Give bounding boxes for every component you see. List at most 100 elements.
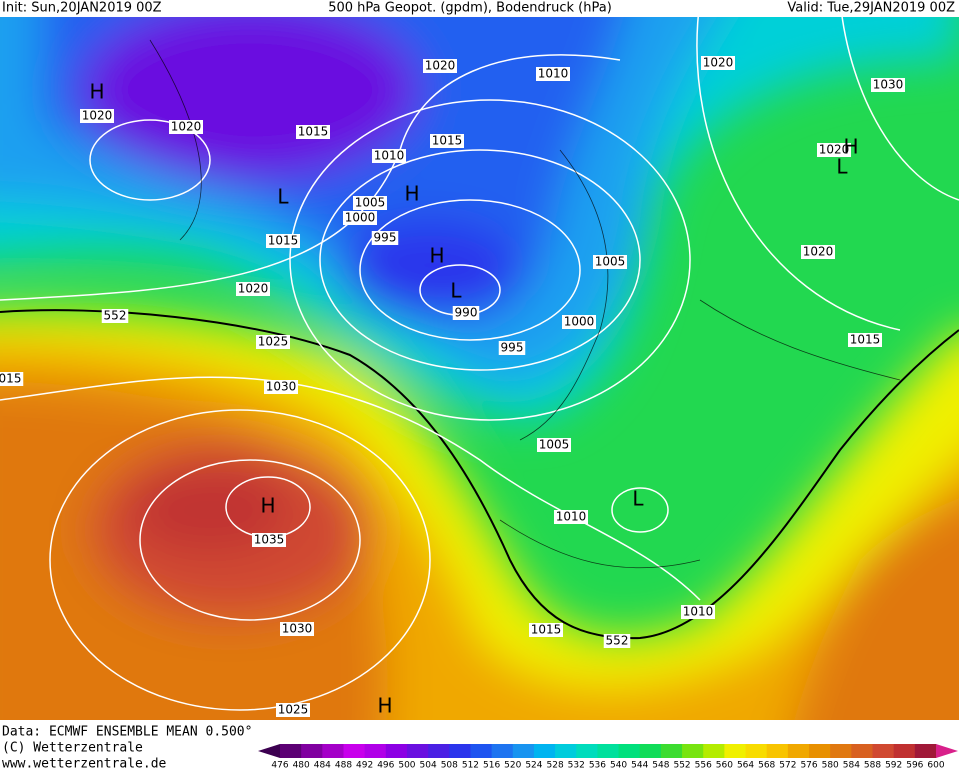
legend-label: 596 [906, 761, 923, 770]
isobar-label: 1015 [432, 134, 463, 148]
legend-swatch [322, 744, 344, 758]
legend-label: 540 [610, 761, 627, 770]
isobar-label: 1020 [82, 109, 113, 123]
legend-swatch [449, 744, 471, 758]
isobar-label-bg [101, 309, 129, 323]
isobar-label: 1010 [538, 67, 569, 81]
legend-label: 492 [356, 761, 373, 770]
legend-label: 572 [779, 761, 796, 770]
legend-label: 496 [377, 761, 394, 770]
legend-swatch [639, 744, 662, 758]
isobar-label-bg [423, 59, 457, 73]
legend-swatch [809, 744, 831, 758]
legend-label: 592 [885, 761, 902, 770]
isobar-label-bg [536, 67, 570, 81]
legend-label: 532 [568, 761, 585, 770]
isobar-label-bg [256, 335, 290, 349]
isobar-label: 995 [374, 231, 397, 245]
legend-swatch [533, 744, 556, 758]
legend-swatch [830, 744, 852, 758]
isobar-label-bg [252, 533, 286, 547]
pressure-center: L [450, 279, 462, 303]
isobar-label-bg [0, 372, 24, 386]
legend-swatch [428, 744, 450, 758]
header-bar [0, 0, 959, 17]
legend-label: 544 [631, 761, 648, 770]
legend-label: 588 [864, 761, 881, 770]
isobar-label-bg [871, 78, 905, 92]
pressure-center: L [277, 185, 289, 209]
legend-label: 508 [441, 761, 458, 770]
legend-swatch [301, 744, 323, 758]
isobar-label-bg [280, 622, 314, 636]
isobar-label: 1020 [703, 56, 734, 70]
isobar-label: 1020 [425, 59, 456, 73]
legend-arrow [258, 744, 280, 758]
isobar-label: 015 [0, 372, 21, 386]
legend-label: 568 [758, 761, 775, 770]
valid-time: Valid: Tue,29JAN2019 00Z [787, 1, 955, 16]
legend-arrow [936, 744, 958, 758]
isobar-label-bg [554, 510, 588, 524]
legend-label: 524 [525, 761, 542, 770]
legend-swatch [766, 744, 789, 758]
legend-label: 580 [822, 761, 839, 770]
legend-swatch [470, 744, 493, 758]
pressure-center: H [843, 135, 858, 159]
isobar-label-bg [603, 634, 631, 648]
legend-swatch [364, 744, 387, 758]
legend-label: 500 [398, 761, 415, 770]
init-time: Init: Sun,20JAN2019 00Z [2, 1, 162, 16]
isobar-label: 1030 [266, 380, 297, 394]
legend-label: 536 [589, 761, 606, 770]
legend-swatch [512, 744, 535, 758]
isobar-label-bg [430, 134, 464, 148]
legend-swatch [703, 744, 725, 758]
legend-label: 564 [737, 761, 754, 770]
legend-swatch [597, 744, 620, 758]
isobar-label-bg [371, 231, 399, 245]
data-source: Data: ECMWF ENSEMBLE MEAN 0.500° [2, 725, 252, 740]
pressure-center: H [429, 244, 444, 268]
legend-label: 584 [843, 761, 860, 770]
isobar-label: 1015 [531, 623, 562, 637]
pressure-center: H [404, 182, 419, 206]
isobar-label-bg [498, 341, 526, 355]
isobar-label-bg [296, 125, 330, 139]
legend-label: 516 [483, 761, 500, 770]
legend-label: 484 [314, 761, 331, 770]
legend-label: 576 [800, 761, 817, 770]
isobar-label-bg [353, 196, 387, 210]
isobar-label: 1020 [803, 245, 834, 259]
isobar-label: 552 [606, 634, 629, 648]
isobar-label: 1000 [564, 315, 595, 329]
legend-label: 560 [716, 761, 733, 770]
isobar-label: 1010 [683, 605, 714, 619]
legend-swatch [491, 744, 514, 758]
isobar-label-bg [562, 315, 596, 329]
isobar-label: 1010 [374, 149, 405, 163]
pressure-center: L [632, 487, 644, 511]
coastlines [149, 39, 901, 569]
isobar-label-bg [264, 380, 298, 394]
isobars [0, 0, 959, 711]
legend-label: 552 [673, 761, 690, 770]
isobar-label-bg [452, 306, 480, 320]
color-legend: 476 480 484 488 492 496 500 504 508 512 516 520 524 5… [258, 744, 958, 770]
legend-label: 512 [462, 761, 479, 770]
legend-label: 520 [504, 761, 521, 770]
legend-swatch [618, 744, 641, 758]
legend-swatch [872, 744, 895, 758]
isobar-label: 995 [501, 341, 524, 355]
legend-label: 548 [652, 761, 669, 770]
pressure-center: L [836, 155, 848, 179]
isobar-label-bg [372, 149, 406, 163]
pressure-center: H [260, 494, 275, 518]
legend-swatch [682, 744, 704, 758]
isobar-label: 1015 [298, 125, 329, 139]
legend-swatch [343, 744, 366, 758]
isobar-label: 1005 [539, 438, 570, 452]
isobar-label: 1015 [850, 333, 881, 347]
